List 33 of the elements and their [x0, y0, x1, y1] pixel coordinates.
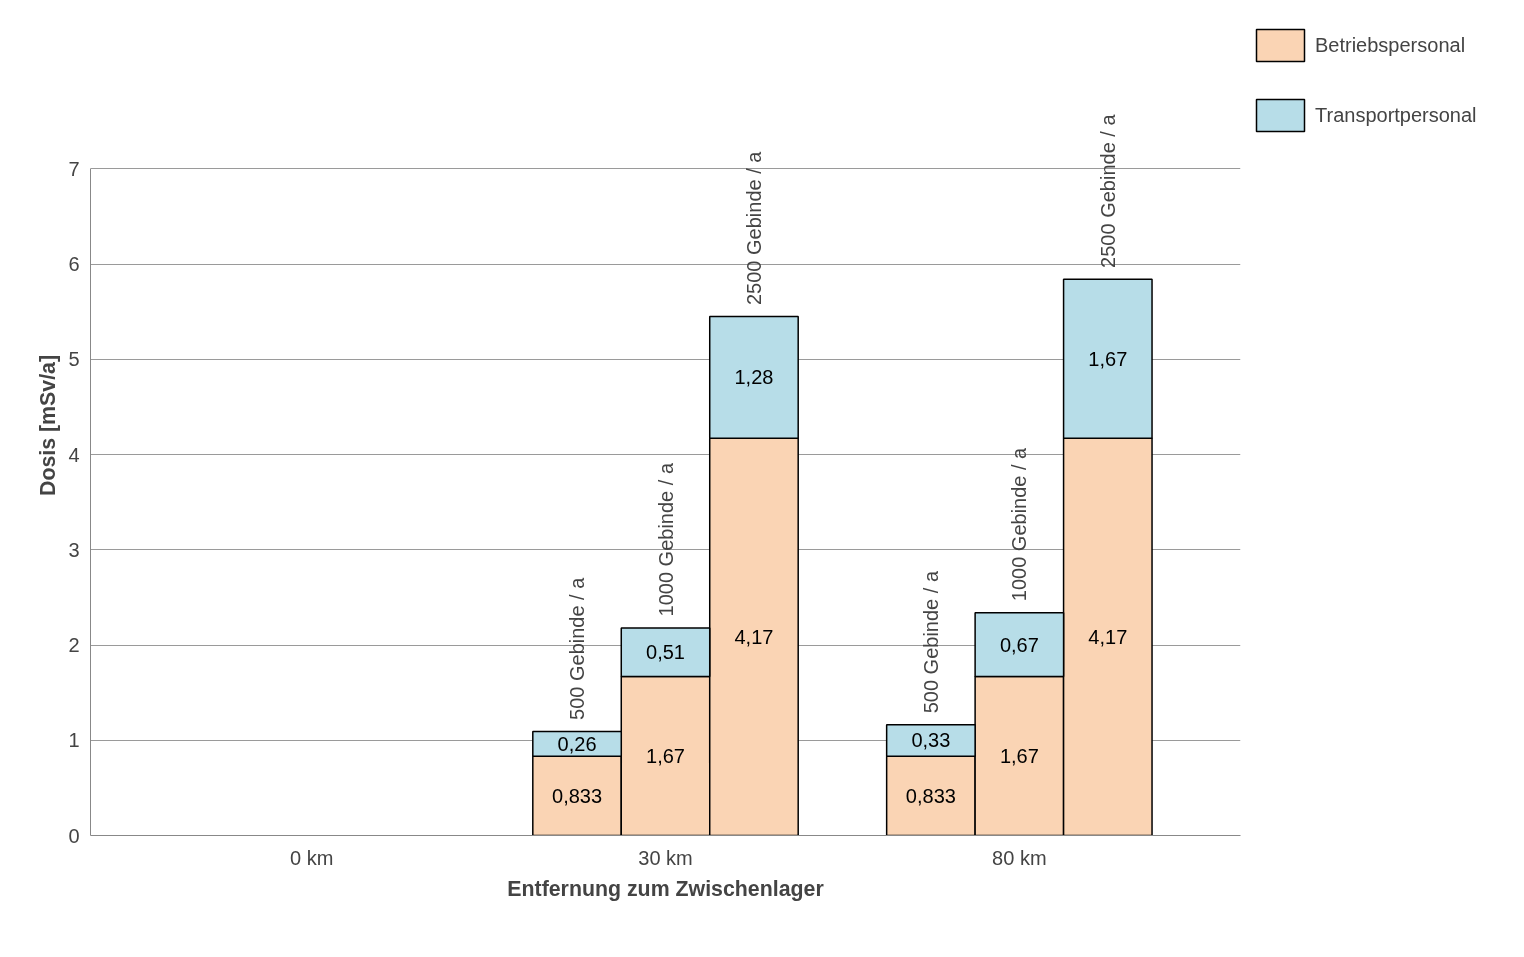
annotation: 500 Gebinde / a	[919, 570, 942, 714]
data-label: 1,67	[1088, 347, 1128, 370]
y-tick-label: 7	[68, 157, 80, 180]
annotation: 500 Gebinde / a	[566, 576, 589, 720]
data-label: 0,833	[552, 784, 603, 807]
data-label: 0,33	[911, 729, 951, 752]
annotation: 1000 Gebinde / a	[1008, 446, 1031, 602]
annotation: 2500 Gebinde / a	[742, 150, 765, 306]
data-label: 1,67	[999, 744, 1039, 767]
legend-label: Transportpersonal	[1315, 103, 1477, 127]
x-axis-title: Entfernung zum Zwischenlager	[507, 876, 824, 901]
y-axis-title: Dosis [mSv/a]	[36, 354, 61, 497]
data-label: 0,51	[646, 641, 685, 664]
data-label: 4,17	[734, 625, 774, 648]
y-tick-label: 1	[68, 729, 80, 752]
legend-label: Betriebspersonal	[1315, 33, 1466, 57]
data-label: 1,67	[646, 744, 685, 767]
data-label: 4,17	[1088, 625, 1128, 648]
y-tick-label: 6	[68, 253, 80, 276]
data-label: 0,833	[905, 784, 956, 807]
data-label: 0,67	[999, 633, 1039, 656]
x-tick-label: 0 km	[289, 846, 334, 869]
data-label: 0,26	[557, 732, 597, 755]
annotation: 2500 Gebinde / a	[1096, 113, 1119, 268]
y-tick-label: 2	[68, 634, 80, 657]
data-label: 1,28	[734, 366, 774, 389]
y-tick-label: 0	[68, 824, 80, 847]
y-tick-label: 5	[68, 348, 80, 371]
x-tick-label: 30 km	[638, 846, 693, 869]
x-tick-label: 80 km	[992, 846, 1047, 869]
y-tick-label: 3	[68, 538, 80, 561]
annotation: 1000 Gebinde / a	[654, 462, 677, 617]
y-tick-label: 4	[68, 443, 80, 466]
